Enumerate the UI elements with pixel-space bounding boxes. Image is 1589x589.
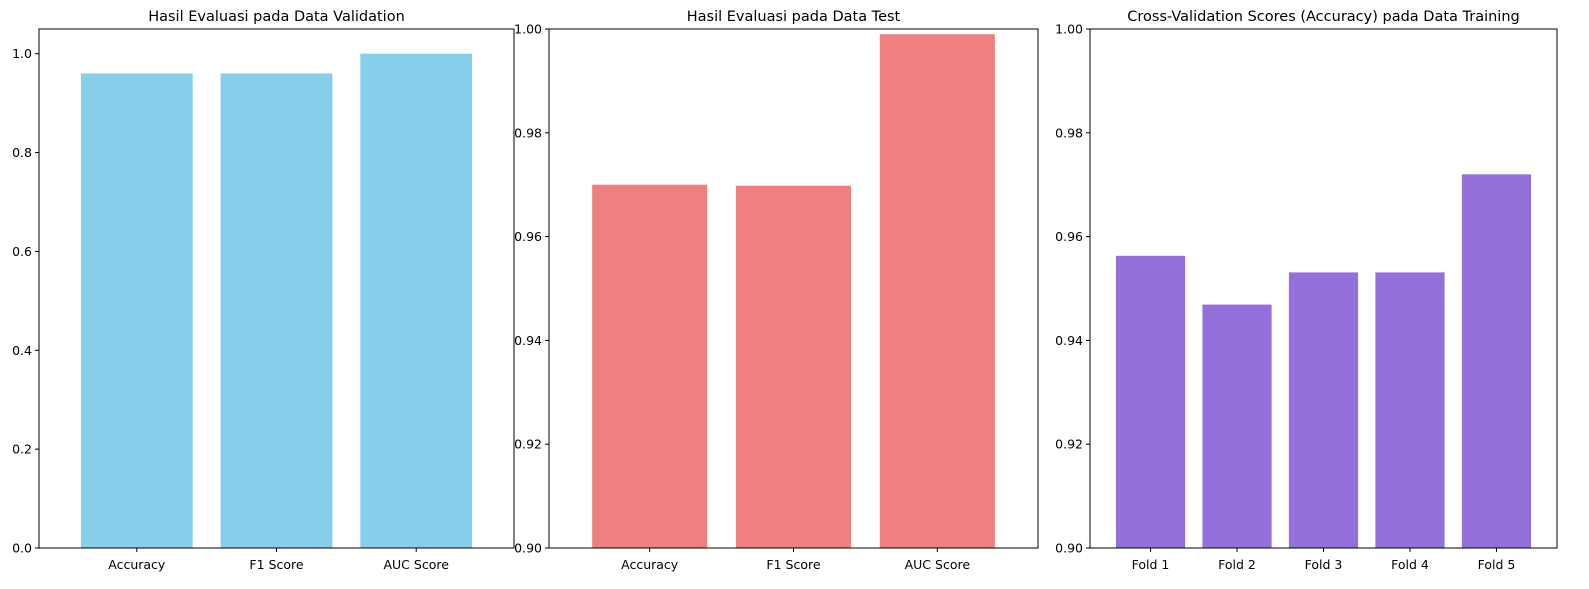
y-tick-label: 0.98 [514, 125, 542, 140]
bar [1202, 304, 1272, 548]
x-tick-label: Fold 2 [1218, 557, 1256, 572]
bar [360, 53, 473, 548]
y-tick-label: 0.96 [514, 229, 542, 244]
y-tick-label: 0.94 [1055, 333, 1083, 348]
chart-panel-3: Cross-Validation Scores (Accuracy) pada … [1055, 9, 1558, 572]
bar [592, 184, 708, 548]
y-tick-label: 0.6 [12, 244, 32, 259]
x-tick-label: Accuracy [621, 557, 679, 572]
y-tick-label: 1.00 [1055, 22, 1083, 37]
bar [80, 73, 193, 548]
y-tick-label: 0.0 [12, 541, 32, 556]
bar [1115, 255, 1186, 549]
x-tick-label: Accuracy [108, 557, 166, 572]
x-tick-label: F1 Score [766, 557, 820, 572]
chart-panel-2: Hasil Evaluasi pada Data Test Accuracy F1 … [514, 9, 1039, 572]
y-tick-label: 0.92 [514, 437, 542, 452]
bar [1288, 272, 1359, 548]
y-tick-label: 1.00 [514, 22, 542, 37]
y-tick-label: 0.8 [12, 145, 32, 160]
chart-panel-1: Hasil Evaluasi pada Data Validation Accur… [12, 9, 515, 572]
x-tick-label: Fold 3 [1305, 557, 1343, 572]
axes-frame [38, 28, 515, 549]
y-tick-label: 0.94 [514, 333, 542, 348]
axes-frame [1089, 28, 1558, 549]
x-tick-label: Fold 5 [1478, 557, 1516, 572]
y-tick-label: 1.0 [12, 46, 32, 61]
x-tick-label: F1 Score [249, 557, 303, 572]
chart-title: Hasil Evaluasi pada Data Test [687, 9, 901, 25]
bar [220, 73, 333, 548]
x-tick-label: AUC Score [383, 557, 449, 572]
y-tick-label: 0.98 [1055, 125, 1083, 140]
x-tick-label: Fold 4 [1391, 557, 1429, 572]
bar [1461, 174, 1532, 548]
axes-frame [548, 28, 1039, 549]
chart-title: Cross-Validation Scores (Accuracy) pada … [1127, 9, 1519, 25]
y-tick-label: 0.4 [12, 343, 32, 358]
y-tick-label: 0.96 [1055, 229, 1083, 244]
bar [1375, 272, 1445, 548]
bar [879, 34, 995, 548]
chart-title: Hasil Evaluasi pada Data Validation [148, 9, 405, 25]
y-tick-label: 0.92 [1055, 437, 1083, 452]
y-tick-label: 0.90 [1055, 541, 1083, 556]
y-tick-label: 0.90 [514, 541, 542, 556]
x-tick-label: AUC Score [905, 557, 971, 572]
y-tick-label: 0.2 [12, 442, 32, 457]
bar [735, 185, 852, 548]
x-tick-label: Fold 1 [1132, 557, 1170, 572]
